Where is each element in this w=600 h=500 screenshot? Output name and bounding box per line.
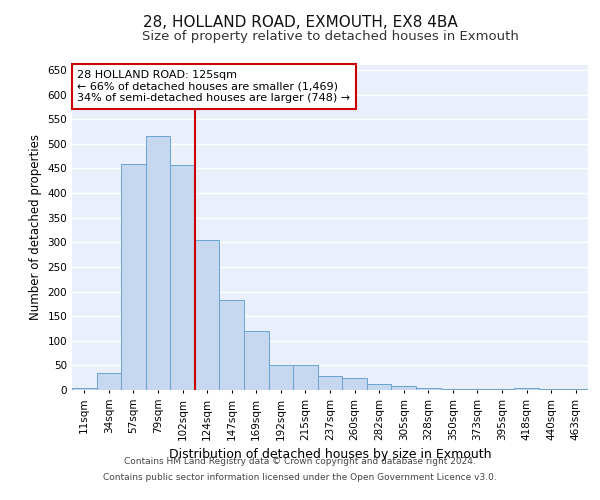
Text: 28 HOLLAND ROAD: 125sqm
← 66% of detached houses are smaller (1,469)
34% of semi: 28 HOLLAND ROAD: 125sqm ← 66% of detache… [77,70,350,103]
Bar [416,388,440,390]
Bar [490,389,514,390]
Bar [170,165,195,390]
Bar [318,376,342,390]
Bar [342,378,367,390]
Bar [465,388,490,390]
Y-axis label: Number of detached properties: Number of detached properties [29,134,42,320]
Bar [121,164,146,390]
Bar [539,388,563,390]
Bar [514,388,539,390]
Bar [220,300,244,390]
Bar [97,373,121,390]
Bar [367,384,391,390]
Text: Contains HM Land Registry data © Crown copyright and database right 2024.: Contains HM Land Registry data © Crown c… [124,458,476,466]
Bar [293,366,318,390]
X-axis label: Distribution of detached houses by size in Exmouth: Distribution of detached houses by size … [169,448,491,461]
Bar [563,389,588,390]
Bar [391,386,416,390]
Text: 28, HOLLAND ROAD, EXMOUTH, EX8 4BA: 28, HOLLAND ROAD, EXMOUTH, EX8 4BA [143,15,457,30]
Bar [72,388,97,390]
Bar [440,388,465,390]
Bar [195,240,220,390]
Bar [146,136,170,390]
Bar [269,366,293,390]
Text: Contains public sector information licensed under the Open Government Licence v3: Contains public sector information licen… [103,472,497,482]
Title: Size of property relative to detached houses in Exmouth: Size of property relative to detached ho… [142,30,518,43]
Bar [244,331,269,390]
